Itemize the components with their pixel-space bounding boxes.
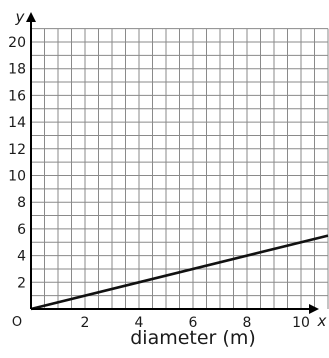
x-axis-arrow [309, 304, 319, 314]
origin-label: O [12, 315, 22, 330]
series-layer [30, 234, 329, 311]
series-line [30, 234, 329, 311]
y-tick-label: 16 [8, 88, 26, 104]
y-tick-label: 6 [17, 222, 26, 238]
x-axis-letter: x [317, 312, 327, 330]
x-tick-label: 8 [243, 315, 252, 331]
x-tick-label: 2 [81, 315, 90, 331]
y-tick-label: 18 [8, 62, 26, 78]
y-tick-label: 2 [17, 275, 26, 291]
y-tick-label: 12 [8, 142, 26, 158]
x-tick-label: 6 [189, 315, 198, 331]
y-tick-label: 20 [8, 35, 26, 51]
grid [31, 28, 329, 309]
y-tick-label: 14 [8, 115, 26, 131]
y-tick-label: 10 [8, 169, 26, 185]
y-tick-label: 4 [17, 249, 26, 265]
axes [26, 12, 319, 314]
x-tick-label: 4 [135, 315, 144, 331]
tick-labels: 2 4 6 8 10 2 4 6 8 10 12 14 16 18 20 [8, 35, 310, 331]
y-axis-letter: y [15, 8, 26, 26]
y-tick-label: 8 [17, 195, 26, 211]
x-axis-title: diameter (m) [130, 327, 256, 349]
x-tick-label: 10 [292, 315, 310, 331]
y-axis-arrow [26, 12, 36, 22]
